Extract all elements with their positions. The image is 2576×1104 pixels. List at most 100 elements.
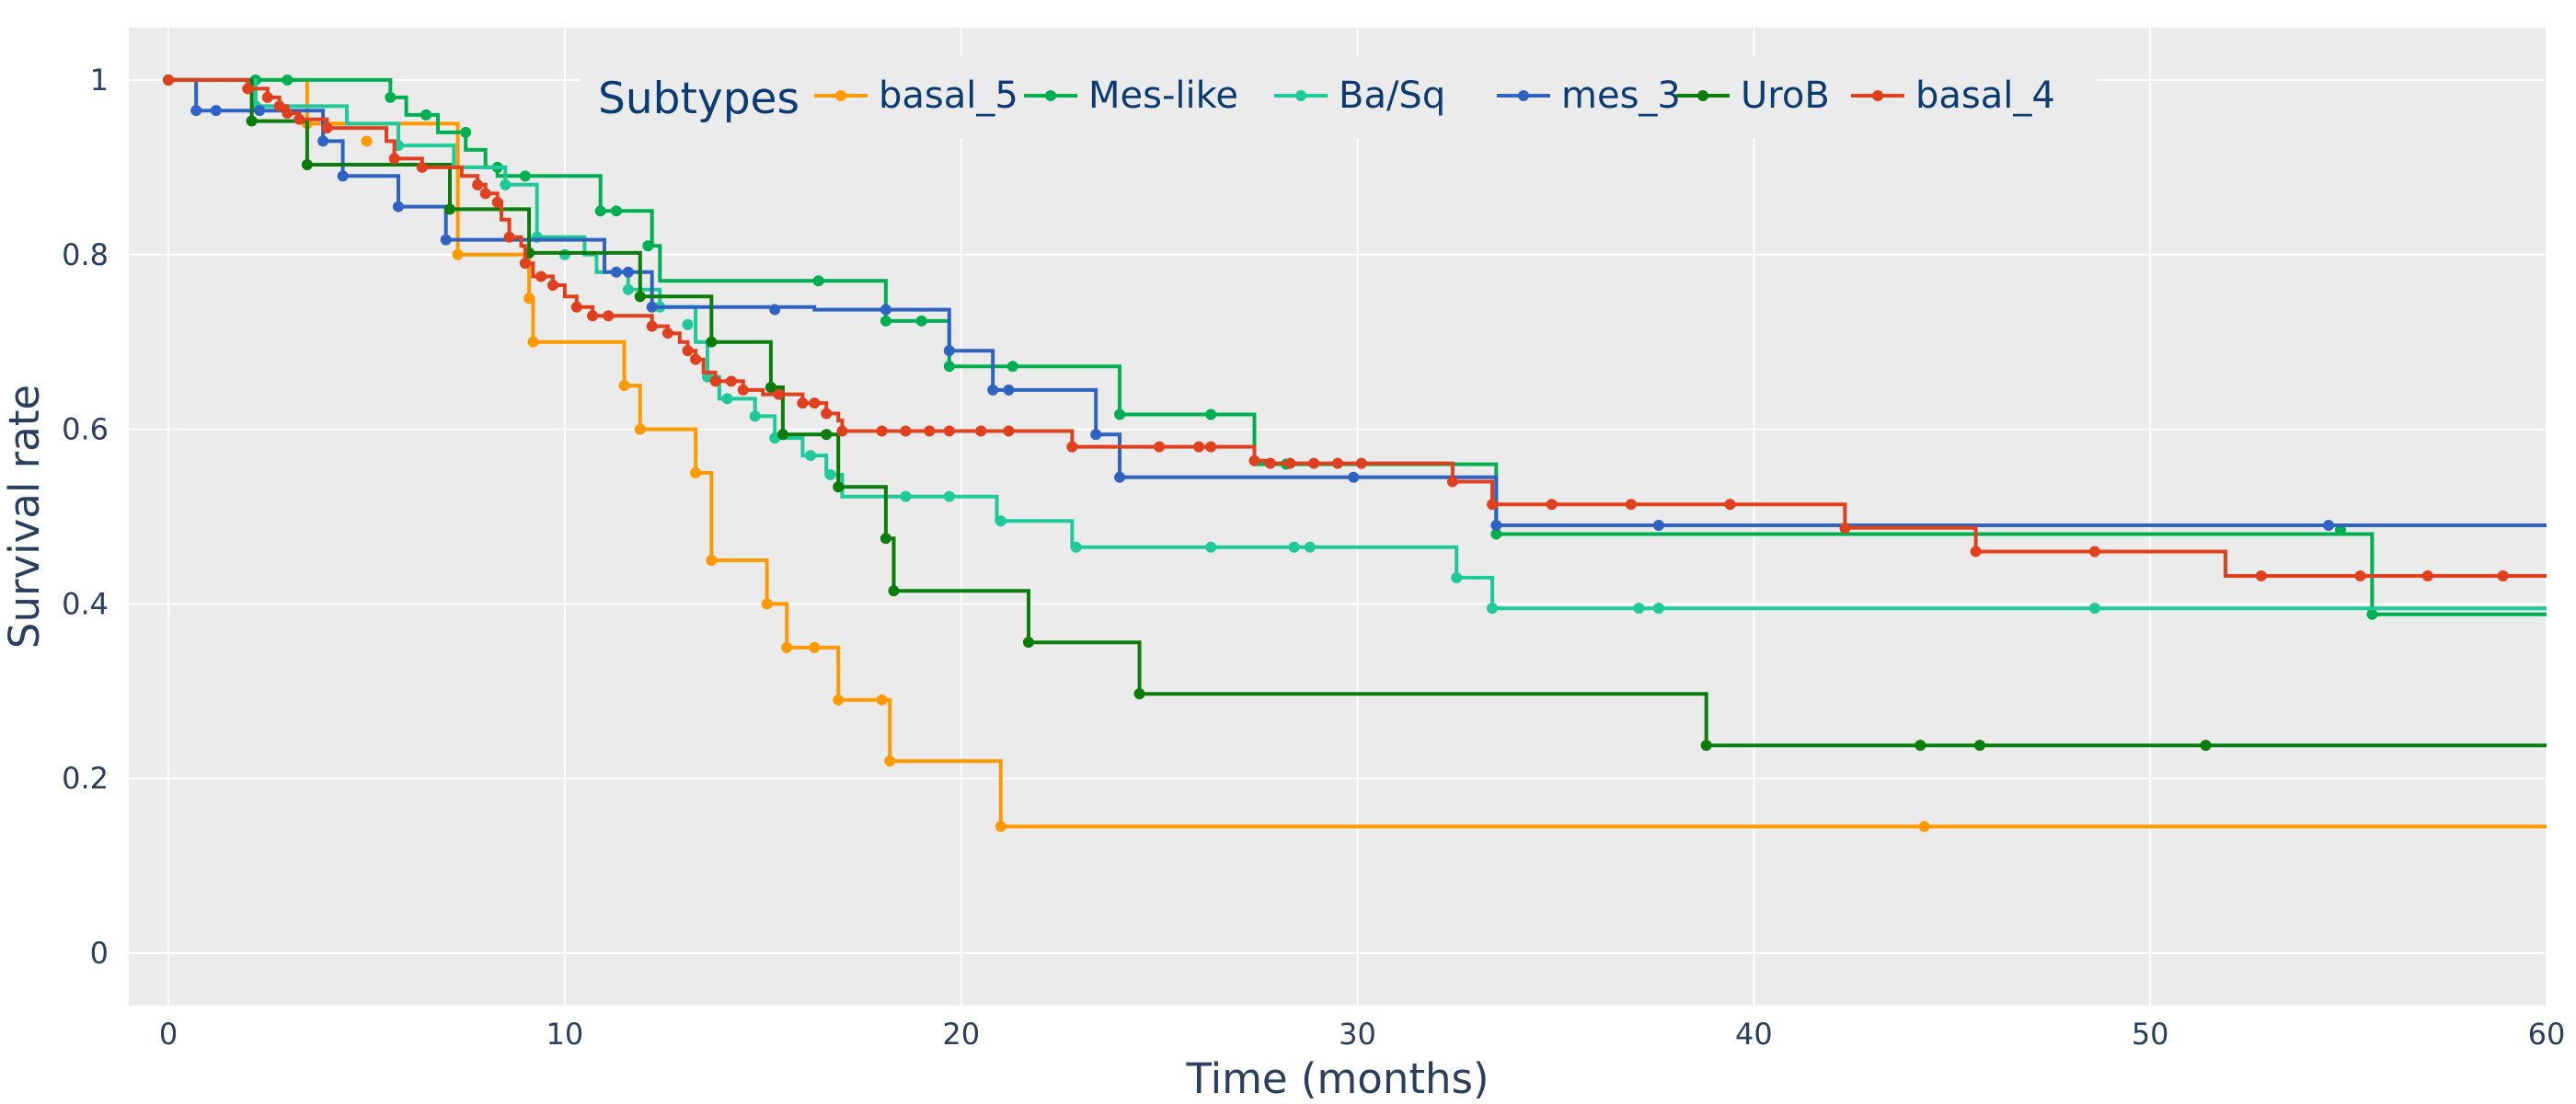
data-point-ba-sq (805, 450, 817, 462)
data-point-basal-5 (523, 293, 535, 305)
data-point-mes-like (1114, 408, 1126, 420)
legend-item-mes-like[interactable]: Mes-like (1024, 75, 1238, 117)
data-point-urob (301, 159, 313, 171)
data-point-basal-5 (618, 380, 630, 392)
data-point-basal-4 (876, 425, 888, 437)
legend-label-mes-like: Mes-like (1088, 75, 1238, 117)
data-point-mes-3 (254, 105, 266, 117)
legend-item-basal-4[interactable]: basal_4 (1851, 75, 2055, 117)
data-point-ba-sq (1070, 541, 1082, 553)
x-axis-title: Time (months) (1185, 1054, 1489, 1103)
data-point-mes-3 (1652, 519, 1664, 531)
data-point-basal-4 (725, 375, 737, 387)
data-point-basal-4 (1839, 522, 1851, 534)
data-point-basal-4 (943, 425, 955, 437)
data-point-basal-4 (661, 328, 673, 339)
data-point-basal-4 (1625, 499, 1637, 511)
data-point-ba-sq (1304, 541, 1316, 553)
legend: Subtypes basal_5 Mes-like Ba/Sq mes_3 UroB ba… (580, 55, 2098, 138)
data-point-urob (1022, 637, 1034, 649)
data-point-mes-3 (210, 105, 222, 117)
data-point-ba-sq (721, 393, 733, 405)
data-point-urob (634, 291, 646, 303)
data-point-basal-5 (809, 641, 821, 653)
data-point-mes-3 (646, 301, 658, 313)
data-point-urob (706, 336, 718, 348)
data-point-basal-4 (479, 188, 491, 200)
data-point-urob (1700, 740, 1712, 752)
data-point-basal-4 (2354, 570, 2366, 582)
data-point-mes-3 (769, 304, 781, 316)
data-point-mes-3 (317, 135, 329, 147)
data-point-basal-4 (2421, 570, 2433, 582)
legend-label-ba-sq: Ba/Sq (1339, 75, 1445, 117)
y-tick-label: 0.8 (62, 237, 109, 272)
data-point-basal-4 (293, 113, 305, 125)
data-point-basal-4 (646, 320, 658, 332)
data-point-urob (2200, 740, 2212, 752)
data-point-basal-5 (995, 821, 1006, 833)
legend-title: Subtypes (598, 74, 799, 124)
data-point-basal-4 (603, 310, 615, 322)
data-point-basal-4 (809, 397, 821, 409)
data-point-basal-5 (876, 694, 888, 706)
data-point-mes-like (1490, 528, 1502, 540)
data-point-basal-4 (163, 74, 175, 86)
data-point-basal-5 (781, 641, 793, 653)
data-point-basal-4 (975, 425, 987, 437)
data-point-mes-3 (1490, 519, 1502, 531)
data-point-mes-3 (190, 105, 202, 117)
data-point-mes-like (1006, 361, 1018, 373)
legend-item-mes-3[interactable]: mes_3 (1497, 75, 1681, 117)
data-point-basal-4 (503, 231, 515, 243)
data-point-basal-5 (690, 467, 702, 479)
legend-item-basal-5[interactable]: basal_5 (814, 75, 1018, 117)
x-tick-label: 40 (1735, 1017, 1773, 1052)
data-point-mes-like (460, 126, 472, 138)
data-point-ba-sq (824, 468, 836, 480)
data-point-basal-4 (797, 397, 809, 409)
data-point-basal-4 (1154, 441, 1166, 453)
data-point-basal-4 (836, 425, 848, 437)
data-point-urob (765, 382, 776, 394)
y-axis-ticks: 0 0.2 0.4 0.6 0.8 1 (62, 63, 109, 971)
data-point-basal-4 (1724, 499, 1736, 511)
legend-marker-basal-5 (835, 90, 846, 101)
legend-marker-ba-sq (1295, 90, 1306, 101)
data-point-basal-4 (709, 375, 721, 387)
series-line-basal-5 (168, 77, 2547, 829)
data-point-mes-3 (1003, 384, 1015, 396)
legend-item-urob[interactable]: UroB (1676, 75, 1830, 117)
legend-label-basal-5: basal_5 (879, 75, 1018, 117)
data-point-basal-4 (321, 122, 333, 134)
x-axis-ticks: 0 10 20 30 40 50 60 (159, 1017, 2565, 1052)
data-point-basal-5 (706, 554, 718, 566)
y-tick-label: 0.6 (62, 412, 109, 447)
series-mes-3 (163, 74, 2547, 531)
data-point-basal-5 (527, 336, 539, 348)
data-point-urob (833, 481, 845, 493)
data-point-basal-4 (900, 425, 912, 437)
data-point-basal-4 (1003, 425, 1015, 437)
data-point-mes-like (610, 205, 622, 217)
data-point-mes-like (594, 205, 606, 217)
data-point-basal-4 (821, 408, 833, 420)
legend-items: basal_5 Mes-like Ba/Sq mes_3 UroB basal_4 (814, 75, 2055, 117)
data-point-mes-3 (622, 266, 634, 278)
legend-marker-mes-3 (1518, 90, 1529, 101)
data-point-ba-sq (1205, 541, 1217, 553)
data-point-urob (776, 429, 788, 441)
data-point-basal-4 (2255, 570, 2267, 582)
data-point-mes-like (812, 275, 824, 287)
data-point-mes-3 (1090, 429, 1102, 441)
legend-item-ba-sq[interactable]: Ba/Sq (1274, 75, 1445, 117)
x-tick-label: 0 (159, 1017, 178, 1052)
data-point-basal-4 (1066, 441, 1078, 453)
series-layer (163, 74, 2547, 833)
series-line-ba-sq (168, 77, 2547, 611)
data-point-basal-4 (1446, 476, 1458, 488)
data-point-basal-4 (924, 425, 936, 437)
data-point-basal-4 (2497, 570, 2509, 582)
data-point-urob (1133, 688, 1145, 700)
data-point-basal-4 (1205, 441, 1217, 453)
